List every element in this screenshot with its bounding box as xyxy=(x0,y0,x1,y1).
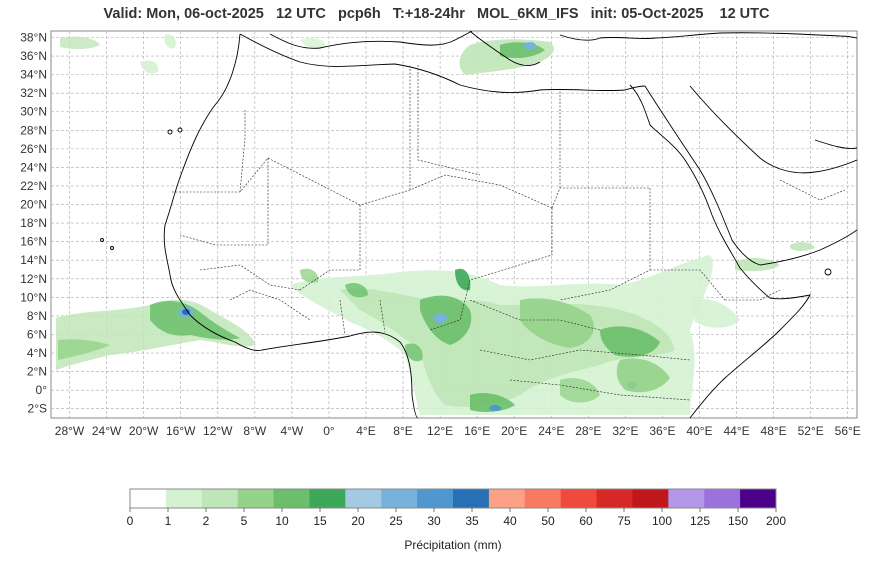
colorbar-cell xyxy=(237,489,275,508)
lat-tick-label: 2°S xyxy=(28,402,47,416)
lon-tick-label: 16°W xyxy=(166,424,196,438)
colorbar-cell xyxy=(632,489,669,508)
lat-tick-label: 20°N xyxy=(20,198,47,212)
colorbar-cell xyxy=(596,489,633,508)
colorbar-cell xyxy=(668,489,705,508)
precipitation-field xyxy=(56,34,815,415)
lat-tick-label: 6°N xyxy=(27,327,47,341)
lat-tick-label: 12°N xyxy=(20,272,47,286)
colorbar-cell xyxy=(740,489,777,508)
colorbar-cell xyxy=(488,489,526,508)
lat-tick-label: 36°N xyxy=(20,49,47,63)
colorbar-label: Précipitation (mm) xyxy=(404,538,501,552)
colorbar-cell xyxy=(201,489,239,508)
lon-tick-label: 24°E xyxy=(538,424,564,438)
colorbar-cell xyxy=(345,489,382,508)
colorbar-tick-label: 40 xyxy=(503,514,517,528)
lon-tick-label: 36°E xyxy=(649,424,675,438)
colorbar-tick-label: 2 xyxy=(203,514,210,528)
colorbar-tick-label: 30 xyxy=(427,514,441,528)
lon-tick-label: 16°E xyxy=(464,424,490,438)
colorbar-cell xyxy=(417,489,454,508)
lon-tick-label: 32°E xyxy=(612,424,638,438)
map-title: Valid: Mon, 06-oct-2025 12 UTC pcp6h T:+… xyxy=(103,6,770,22)
colorbar-tick-label: 15 xyxy=(313,514,327,528)
lat-tick-label: 14°N xyxy=(20,253,47,267)
lat-tick-label: 4°N xyxy=(27,346,47,360)
lon-tick-label: 8°W xyxy=(243,424,266,438)
lon-tick-label: 20°E xyxy=(501,424,527,438)
lon-tick-label: 44°E xyxy=(723,424,749,438)
colorbar-tick-label: 20 xyxy=(351,514,365,528)
lat-tick-label: 2°N xyxy=(27,365,47,379)
lat-tick-label: 0° xyxy=(36,383,48,397)
colorbar-cell xyxy=(453,489,490,508)
colorbar-tick-label: 5 xyxy=(241,514,248,528)
lat-tick-label: 32°N xyxy=(20,86,47,100)
colorbar-tick-label: 35 xyxy=(465,514,479,528)
lon-tick-label: 28°E xyxy=(575,424,601,438)
lat-tick-label: 10°N xyxy=(20,290,47,304)
colorbar-tick-label: 100 xyxy=(652,514,672,528)
lon-tick-label: 0° xyxy=(323,424,335,438)
lon-tick-label: 20°W xyxy=(129,424,159,438)
lat-tick-label: 22°N xyxy=(20,179,47,193)
country-borders xyxy=(172,65,846,401)
lat-tick-label: 34°N xyxy=(20,68,47,82)
colorbar-cell xyxy=(524,489,562,508)
colorbar-cell xyxy=(704,489,741,508)
colorbar-cell xyxy=(273,489,310,508)
colorbar-tick-label: 50 xyxy=(541,514,555,528)
lon-tick-label: 24°W xyxy=(92,424,122,438)
lon-tick-label: 28°W xyxy=(55,424,85,438)
colorbar-tick-label: 150 xyxy=(728,514,748,528)
colorbar-cell xyxy=(309,489,346,508)
lon-tick-label: 52°E xyxy=(798,424,824,438)
colorbar-tick-label: 10 xyxy=(275,514,289,528)
colorbar-tick-label: 1 xyxy=(165,514,172,528)
lat-tick-label: 16°N xyxy=(20,235,47,249)
lat-tick-label: 24°N xyxy=(20,160,47,174)
colorbar-tick-label: 125 xyxy=(690,514,710,528)
lat-tick-label: 8°N xyxy=(27,309,47,323)
lon-tick-label: 4°E xyxy=(356,424,375,438)
colorbar-cell xyxy=(130,489,167,508)
lat-tick-label: 28°N xyxy=(20,123,47,137)
colorbar-cell xyxy=(165,489,203,508)
lat-tick-label: 26°N xyxy=(20,142,47,156)
colorbar-cell xyxy=(560,489,598,508)
colorbar-tick-label: 25 xyxy=(389,514,403,528)
lon-tick-label: 8°E xyxy=(393,424,412,438)
colorbar-tick-label: 60 xyxy=(579,514,593,528)
colorbar-tick-label: 200 xyxy=(766,514,786,528)
precipitation-map: 38°N 36°N 34°N 32°N 30°N 28°N 26°N 24°N 22°N 20°N… xyxy=(20,30,861,438)
latitude-labels: 38°N 36°N 34°N 32°N 30°N 28°N 26°N 24°N 22°N 20°N… xyxy=(20,30,47,415)
lat-tick-label: 18°N xyxy=(20,216,47,230)
lon-tick-label: 4°W xyxy=(280,424,303,438)
colorbar-cells xyxy=(130,489,777,508)
lon-tick-label: 48°E xyxy=(761,424,787,438)
lat-tick-label: 38°N xyxy=(20,30,47,44)
lat-tick-label: 30°N xyxy=(20,105,47,119)
lon-tick-label: 40°E xyxy=(686,424,712,438)
colorbar-tick-label: 0 xyxy=(127,514,134,528)
longitude-labels: 28°W 24°W 20°W 16°W 12°W 8°W 4°W 0° 4°E 8°E 12°E 16… xyxy=(55,424,861,438)
lon-tick-label: 56°E xyxy=(835,424,861,438)
coastlines xyxy=(100,31,857,418)
colorbar-cell xyxy=(381,489,418,508)
colorbar-frame xyxy=(129,488,777,509)
lon-tick-label: 12°W xyxy=(203,424,233,438)
colorbar-ticks: 0 1 2 5 10 15 20 25 30 35 40 50 60 75 100 125 150 200 xyxy=(127,508,786,528)
lon-tick-label: 12°E xyxy=(427,424,453,438)
colorbar-tick-label: 75 xyxy=(617,514,631,528)
